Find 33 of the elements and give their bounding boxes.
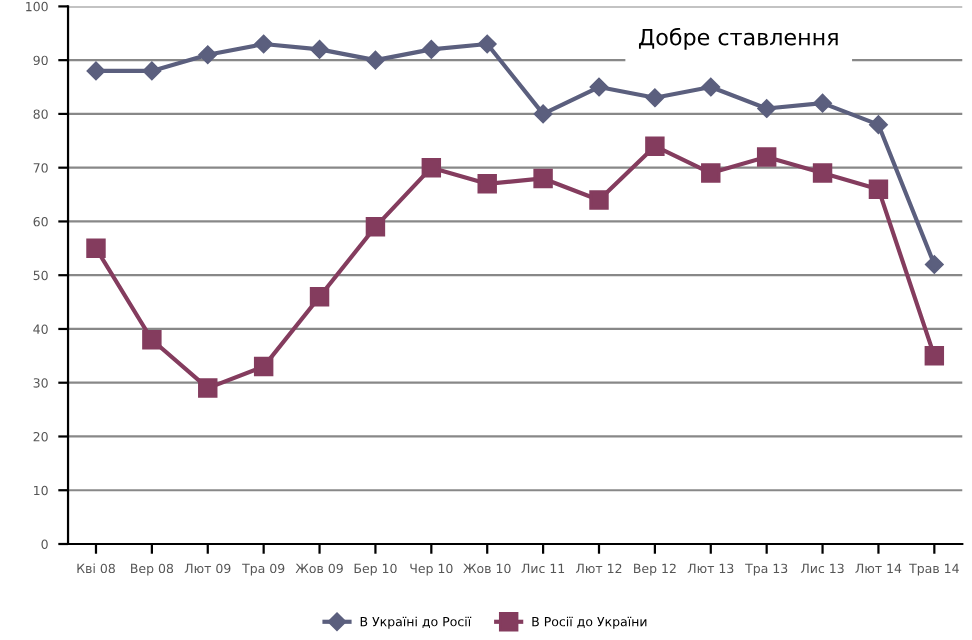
point — [422, 40, 441, 59]
point — [589, 77, 609, 97]
point — [421, 157, 442, 178]
point — [533, 168, 553, 189]
point — [645, 88, 665, 108]
point — [645, 136, 665, 156]
point — [198, 378, 218, 398]
point — [757, 99, 776, 118]
point — [533, 104, 553, 124]
text: Добре ставлення — [638, 27, 838, 50]
point — [254, 34, 273, 54]
point — [477, 34, 497, 54]
point — [924, 346, 945, 366]
point — [756, 147, 777, 167]
point — [309, 286, 330, 307]
point — [253, 356, 274, 377]
point — [142, 61, 162, 81]
point — [142, 329, 162, 350]
point — [812, 163, 833, 183]
point — [86, 61, 106, 81]
point — [869, 115, 888, 134]
point — [701, 163, 721, 183]
point — [813, 93, 832, 113]
point — [701, 77, 721, 97]
point — [198, 45, 218, 65]
point — [86, 238, 106, 259]
point — [589, 190, 609, 210]
point — [365, 217, 386, 237]
point — [477, 174, 497, 194]
point — [868, 179, 889, 199]
point — [310, 40, 329, 59]
point — [925, 255, 944, 274]
point — [366, 50, 385, 70]
